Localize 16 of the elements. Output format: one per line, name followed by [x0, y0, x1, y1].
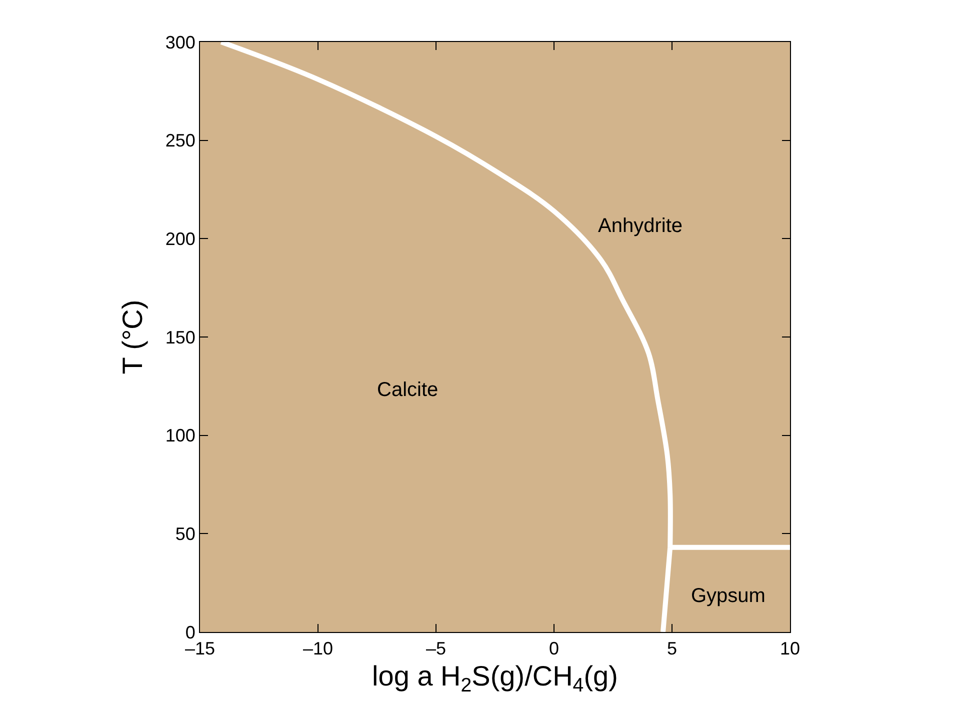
annotation: Anhydrite — [598, 215, 682, 237]
y-tick-label: 50 — [175, 524, 196, 544]
x-tick-label: 10 — [780, 638, 800, 659]
annotation: Gypsum — [691, 585, 766, 607]
y-tick-label: 200 — [165, 228, 196, 249]
x-tick-label: –10 — [302, 638, 334, 659]
annotation: Calcite — [377, 379, 438, 401]
x-axis-title: log a H$_{2}$S(g)/CH$_{4}$(g) — [372, 660, 618, 697]
x-tick-label: –5 — [426, 638, 446, 659]
y-tick-label: 300 — [165, 32, 196, 52]
x-tick-label: 0 — [548, 638, 560, 659]
x-tick-label: 5 — [666, 638, 678, 659]
y-tick-label: 250 — [165, 130, 196, 151]
y-axis-title: T (°C) — [117, 300, 148, 374]
y-tick-label: 150 — [165, 327, 196, 348]
y-tick-label: 100 — [165, 426, 196, 446]
